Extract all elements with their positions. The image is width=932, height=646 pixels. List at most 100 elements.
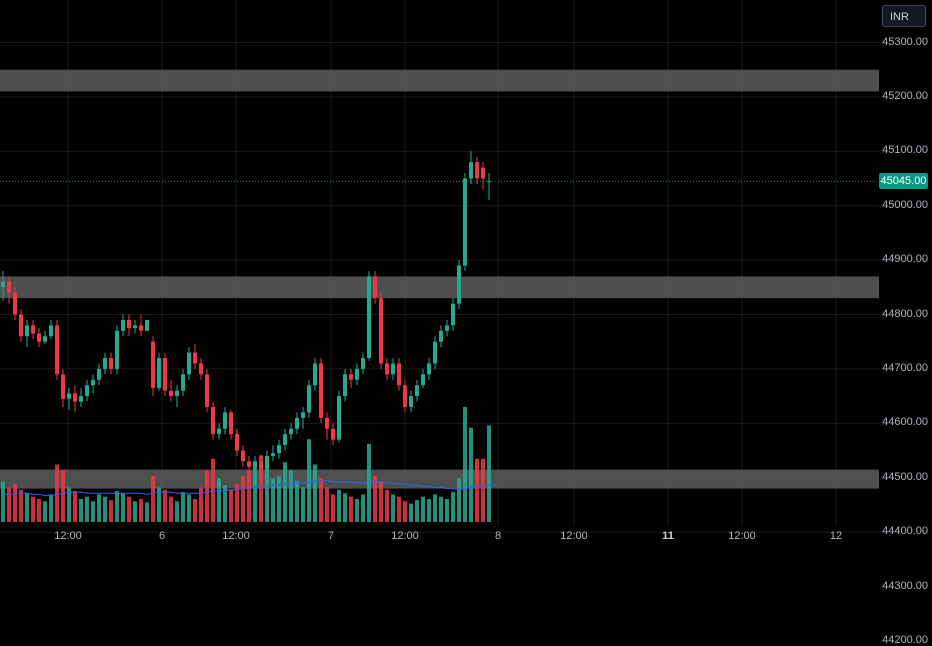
candle xyxy=(175,385,179,407)
volume-bar xyxy=(289,470,293,522)
candle xyxy=(325,412,329,440)
volume-bar xyxy=(481,458,485,522)
candle-body xyxy=(25,325,29,337)
candle xyxy=(25,319,29,348)
candle xyxy=(55,319,59,380)
candle xyxy=(463,173,467,271)
candle-body xyxy=(43,336,47,342)
candle xyxy=(421,368,425,388)
candle xyxy=(385,358,389,380)
candle-body xyxy=(391,363,395,375)
candle xyxy=(283,428,287,451)
candle xyxy=(265,450,269,478)
volume-bar xyxy=(163,489,167,522)
candle xyxy=(205,368,209,413)
candle xyxy=(121,314,125,337)
candle-body xyxy=(307,385,311,413)
candle xyxy=(91,374,95,394)
price-axis-label: 44300.00 xyxy=(882,579,928,592)
candle-body xyxy=(19,314,23,337)
candle xyxy=(397,358,401,391)
candle xyxy=(355,363,359,386)
volume-bar xyxy=(427,499,431,522)
candle-body xyxy=(331,428,335,440)
volume-bar xyxy=(121,493,125,522)
candle-body xyxy=(121,319,125,331)
candle xyxy=(349,368,353,388)
time-axis-label: 12:00 xyxy=(222,530,250,542)
candle xyxy=(409,390,413,413)
volume-bar xyxy=(109,500,113,522)
candle xyxy=(79,387,83,407)
volume-bar xyxy=(301,487,305,522)
volume-bar xyxy=(103,496,107,522)
time-axis-label: 12 xyxy=(829,530,843,542)
volume-bar xyxy=(169,496,173,522)
candle-body xyxy=(397,363,401,386)
candle-body xyxy=(169,390,173,397)
candle xyxy=(49,319,53,339)
candle-body xyxy=(247,461,251,467)
candle-body xyxy=(7,281,11,293)
candle-body xyxy=(403,385,407,407)
currency-button[interactable]: INR xyxy=(882,5,926,27)
candle-body xyxy=(409,396,413,407)
volume-bar xyxy=(283,462,287,522)
candle-body xyxy=(463,178,467,266)
volume-bar xyxy=(229,489,233,522)
volume-bar xyxy=(187,494,191,522)
volume-bar xyxy=(265,466,269,522)
price-axis-label: 44200.00 xyxy=(882,633,928,646)
volume-bar xyxy=(385,489,389,522)
candle-body xyxy=(439,330,443,342)
chart-canvas[interactable] xyxy=(0,0,932,550)
candle xyxy=(37,328,41,348)
candle xyxy=(253,455,257,478)
candle xyxy=(367,270,371,361)
candle xyxy=(115,325,119,375)
volume-bar xyxy=(325,487,329,522)
price-axis-label: 45000.00 xyxy=(882,198,928,211)
volume-bar xyxy=(331,494,335,522)
candle xyxy=(31,319,35,339)
volume-bar xyxy=(73,490,77,522)
candle xyxy=(1,270,5,301)
volume-bar xyxy=(127,496,131,522)
candle-body xyxy=(199,363,203,375)
candle xyxy=(19,309,23,342)
candle-body xyxy=(433,341,437,364)
candle xyxy=(295,412,299,435)
candle-body xyxy=(283,434,287,446)
candle-body xyxy=(127,319,131,329)
price-axis-label: 44800.00 xyxy=(882,307,928,320)
candle-body xyxy=(85,385,89,397)
candle xyxy=(361,352,365,375)
candle-body xyxy=(253,461,257,467)
candle xyxy=(247,455,251,473)
candle-body xyxy=(385,363,389,375)
candle xyxy=(211,401,215,440)
volume-bar xyxy=(379,481,383,522)
candle-body xyxy=(259,461,263,470)
volume-bar xyxy=(307,439,311,522)
candle-body xyxy=(301,412,305,418)
volume-bar xyxy=(91,501,95,522)
candle-body xyxy=(211,406,215,435)
volume-bar xyxy=(373,476,377,522)
volume-bar xyxy=(97,494,101,522)
candle-body xyxy=(469,162,473,179)
candle xyxy=(313,358,317,391)
volume-bar xyxy=(469,427,473,522)
candle xyxy=(415,379,419,402)
candle xyxy=(451,298,455,331)
candle-body xyxy=(103,358,107,369)
candle xyxy=(319,358,323,424)
volume-ma-line xyxy=(3,480,495,497)
candle xyxy=(439,325,443,348)
last-price-tag: 45045.00 xyxy=(879,173,928,190)
candle xyxy=(145,319,149,331)
candle-body xyxy=(13,292,17,315)
candle xyxy=(217,423,221,440)
volume-bar xyxy=(487,425,491,522)
volume-bar xyxy=(247,470,251,522)
